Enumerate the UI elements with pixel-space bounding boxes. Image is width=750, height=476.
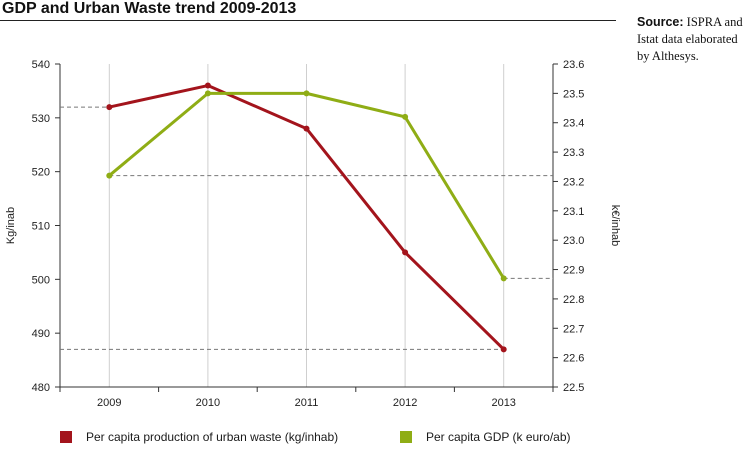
data-point-gdp xyxy=(500,275,507,282)
y-tick-label-left: 480 xyxy=(32,382,50,394)
data-point-waste xyxy=(106,104,113,111)
legend-swatch-gdp xyxy=(400,431,412,443)
data-point-waste xyxy=(204,82,211,89)
y-axis-title-left: Kg/inab xyxy=(5,207,17,244)
x-tick-label: 2010 xyxy=(196,397,220,409)
y-tick-label-left: 520 xyxy=(32,167,50,179)
y-tick-label-right: 22.5 xyxy=(563,382,584,394)
y-tick-label-right: 22.7 xyxy=(563,323,584,335)
y-tick-label-right: 23.1 xyxy=(563,206,584,218)
data-point-gdp xyxy=(204,90,211,97)
y-tick-label-left: 500 xyxy=(32,274,50,286)
data-point-gdp xyxy=(106,172,113,179)
x-tick-label: 2009 xyxy=(97,397,121,409)
y-tick-label-left: 510 xyxy=(32,221,50,233)
y-tick-label-right: 23.2 xyxy=(563,176,584,188)
legend-label-waste: Per capita production of urban waste (kg… xyxy=(86,430,339,444)
title-rule xyxy=(0,20,616,21)
y-tick-label-right: 22.6 xyxy=(563,353,584,365)
x-tick-label: 2012 xyxy=(393,397,417,409)
legend-item-gdp: Per capita GDP (k euro/ab) xyxy=(400,430,571,444)
y-tick-label-left: 540 xyxy=(32,59,50,71)
legend-item-waste: Per capita production of urban waste (kg… xyxy=(60,430,338,444)
legend-label-gdp: Per capita GDP (k euro/ab) xyxy=(426,430,571,444)
data-point-waste xyxy=(500,346,507,353)
x-tick-label: 2011 xyxy=(295,397,319,409)
y-tick-label-right: 23.5 xyxy=(563,88,584,100)
data-point-gdp xyxy=(303,90,310,97)
y-tick-label-right: 23.3 xyxy=(563,147,584,159)
source-label: Source: xyxy=(637,15,684,29)
data-point-waste xyxy=(303,125,310,132)
y-axis-title-right: k€/inhab xyxy=(609,205,621,247)
chart-title: GDP and Urban Waste trend 2009-2013 xyxy=(2,0,297,17)
y-tick-label-right: 22.8 xyxy=(563,294,584,306)
y-tick-label-left: 530 xyxy=(32,113,50,125)
source-text: ISPRA and Istat data elaborated by Althe… xyxy=(637,15,743,63)
y-tick-label-right: 22.9 xyxy=(563,265,584,277)
y-tick-label-right: 23.0 xyxy=(563,235,584,247)
legend-swatch-waste xyxy=(60,431,72,443)
y-tick-label-right: 23.6 xyxy=(563,59,584,71)
data-point-gdp xyxy=(402,113,409,120)
y-tick-label-left: 490 xyxy=(32,328,50,340)
x-tick-label: 2013 xyxy=(491,397,515,409)
data-point-waste xyxy=(402,249,409,256)
y-tick-label-right: 23.4 xyxy=(563,118,584,130)
source-note: Source: ISPRA and Istat data elaborated … xyxy=(637,14,749,65)
